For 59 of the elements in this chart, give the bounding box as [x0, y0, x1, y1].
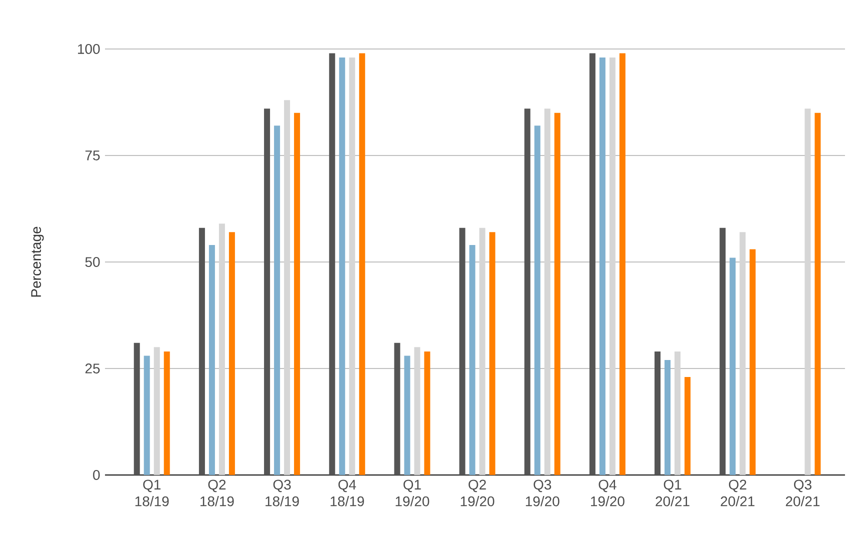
- y-tick-label: 0: [93, 470, 100, 480]
- bar: [459, 228, 466, 475]
- bar: [554, 112, 560, 475]
- bar: [349, 58, 356, 475]
- x-tick-label: Q2 18/19: [200, 480, 234, 506]
- bar: [228, 232, 235, 475]
- bar: [208, 244, 215, 475]
- bar: [394, 342, 400, 475]
- bar: [164, 351, 170, 475]
- bar: [134, 342, 140, 475]
- bar: [329, 53, 336, 475]
- x-tick-label: Q1 20/21: [656, 480, 690, 506]
- bar: [674, 351, 681, 475]
- bar: [750, 249, 756, 475]
- bar: [684, 377, 691, 475]
- bar: [804, 108, 811, 475]
- bar: [284, 100, 290, 475]
- bar: [609, 58, 616, 475]
- bar: [524, 108, 530, 475]
- bar: [469, 244, 476, 475]
- bar: [414, 347, 420, 475]
- bar: [654, 351, 661, 475]
- bar: [730, 258, 736, 475]
- y-tick-label: 75: [85, 150, 100, 160]
- x-tick-label: Q1 18/19: [135, 480, 169, 506]
- bar: [359, 53, 366, 475]
- bar: [489, 232, 496, 475]
- bar: [814, 112, 821, 475]
- bar: [619, 53, 626, 475]
- bar: [264, 108, 270, 475]
- bar: [599, 58, 606, 475]
- bar: [479, 228, 486, 475]
- bar: [274, 126, 280, 475]
- bar: [218, 224, 225, 475]
- bar: [424, 351, 430, 475]
- x-tick-label: Q3 19/20: [526, 480, 560, 506]
- y-tick-label: 25: [85, 364, 100, 374]
- y-tick-label: 100: [78, 44, 100, 54]
- bar: [544, 108, 550, 475]
- bar: [198, 228, 205, 475]
- bar: [740, 232, 746, 475]
- x-tick-label: Q1 19/20: [396, 480, 430, 506]
- bar: [589, 53, 596, 475]
- bar: [664, 360, 671, 475]
- x-tick-label: Q2 19/20: [460, 480, 494, 506]
- bar: [404, 356, 410, 475]
- bar: [534, 126, 540, 475]
- bar: [144, 356, 150, 475]
- bar: [154, 347, 160, 475]
- x-tick-label: Q3 18/19: [266, 480, 299, 506]
- y-axis-title: Percentage: [31, 226, 44, 297]
- x-tick-label: Q4 18/19: [330, 480, 364, 506]
- x-tick-label: Q3 20/21: [786, 480, 820, 506]
- y-tick-label: 50: [85, 257, 100, 267]
- bar: [294, 112, 300, 475]
- x-tick-label: Q4 19/20: [590, 480, 624, 506]
- bar: [720, 228, 726, 475]
- bar: [339, 58, 346, 475]
- x-tick-label: Q2 20/21: [720, 480, 754, 506]
